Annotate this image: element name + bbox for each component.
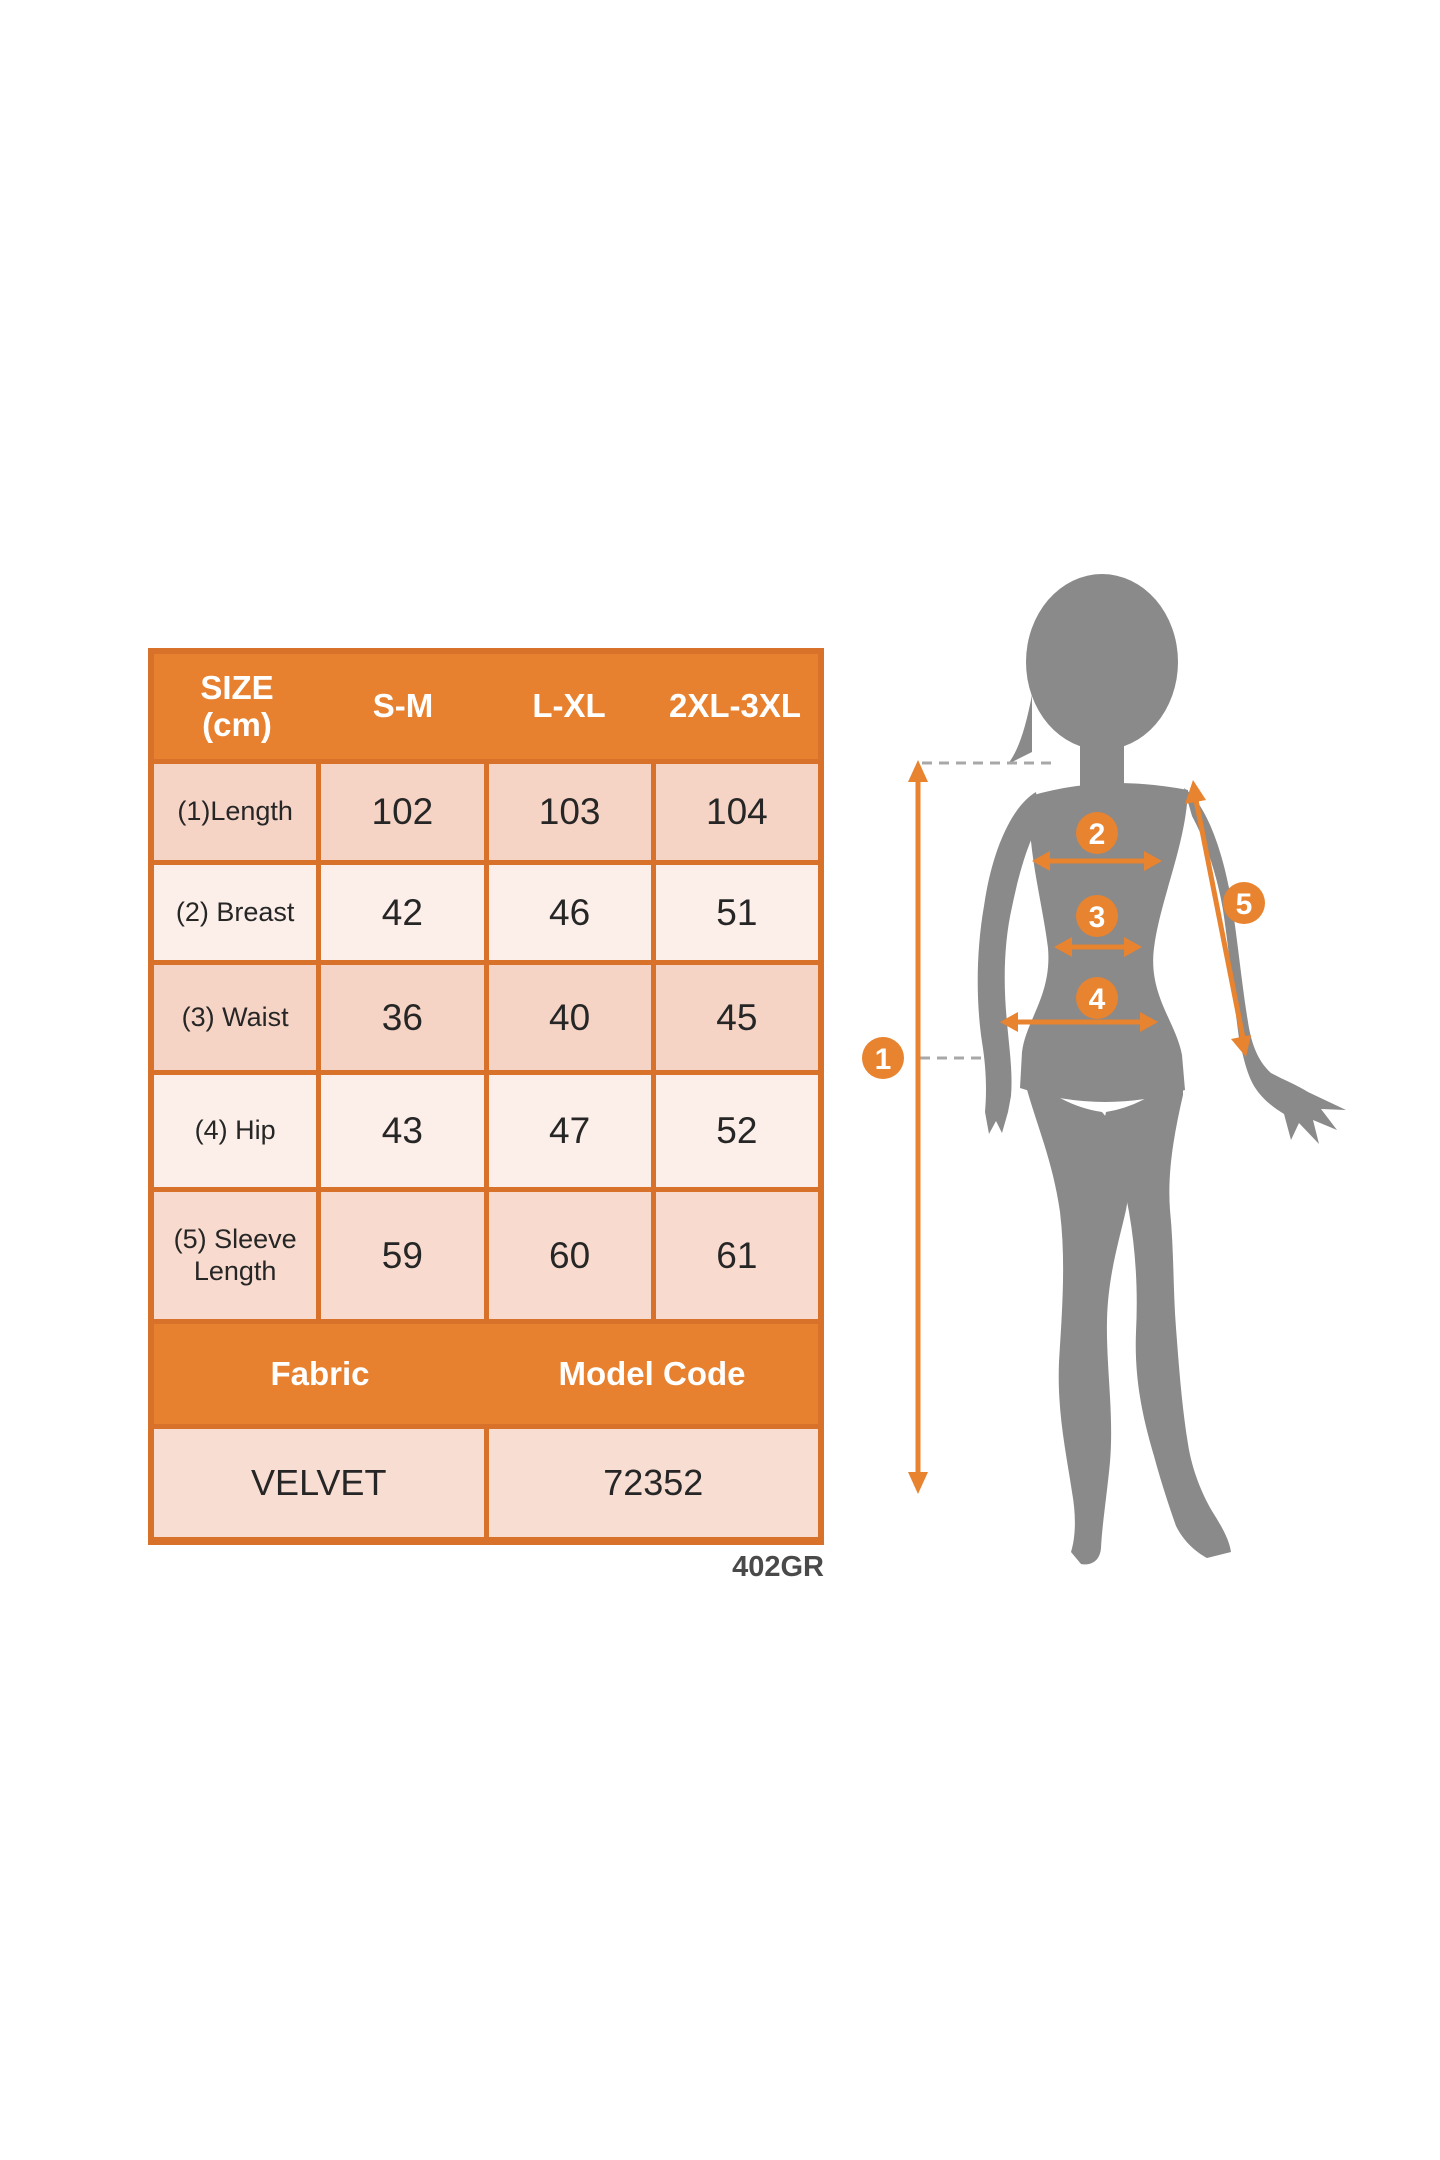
svg-text:4: 4 <box>1089 983 1106 1016</box>
svg-text:2: 2 <box>1089 818 1106 851</box>
table-footer-header-row: Fabric Model Code <box>154 1324 818 1424</box>
header-cell-lxl: L-XL <box>532 687 606 725</box>
row-breast-value-lxl: 46 <box>488 865 651 960</box>
measurement-line-sleeve <box>1185 780 1251 1057</box>
fabric-value: VELVET <box>154 1429 484 1537</box>
model-code-value: 72352 <box>488 1429 818 1537</box>
woman-silhouette-icon <box>977 574 1346 1565</box>
svg-text:3: 3 <box>1089 901 1106 934</box>
row-length-value-2xl3xl: 104 <box>655 764 818 860</box>
row-waist-value-sm: 36 <box>321 965 484 1070</box>
measurement-circle-4: 4 <box>1076 977 1118 1019</box>
svg-text:1: 1 <box>875 1043 892 1076</box>
measurement-line-length <box>908 760 928 1494</box>
row-sleeve-value-lxl: 60 <box>488 1192 651 1319</box>
body-measurement-figure: 1 2 3 4 5 <box>840 550 1400 1580</box>
measurement-line-breast <box>1032 851 1162 871</box>
row-waist-value-lxl: 40 <box>488 965 651 1070</box>
row-length-label: (1)Length <box>154 764 317 860</box>
row-sleeve-value-sm: 59 <box>321 1192 484 1319</box>
measurement-figure-svg: 1 2 3 4 5 <box>862 574 1346 1565</box>
row-length-value-lxl: 103 <box>488 764 651 860</box>
row-breast-value-2xl3xl: 51 <box>655 865 818 960</box>
row-length-value-sm: 102 <box>321 764 484 860</box>
header-size-label: SIZE (cm) <box>200 668 274 743</box>
svg-text:5: 5 <box>1236 888 1253 921</box>
row-hip-label: (4) Hip <box>154 1075 317 1187</box>
header-cell-size: SIZE (cm) <box>154 668 320 744</box>
model-code-header: Model Code <box>558 1354 746 1392</box>
row-sleeve-value-2xl3xl: 61 <box>655 1192 818 1319</box>
size-chart-table: SIZE (cm) S-M L-XL 2XL-3XL (1)Length 102… <box>148 648 824 1545</box>
row-hip-value-sm: 43 <box>321 1075 484 1187</box>
row-waist-value-2xl3xl: 45 <box>655 965 818 1070</box>
fabric-header: Fabric <box>270 1354 370 1392</box>
row-breast-label: (2) Breast <box>154 865 317 960</box>
measurement-line-waist <box>1054 937 1142 957</box>
measurement-circle-3: 3 <box>1076 895 1118 937</box>
row-hip-value-lxl: 47 <box>488 1075 651 1187</box>
measurement-circle-2: 2 <box>1076 812 1118 854</box>
table-header-row: SIZE (cm) S-M L-XL 2XL-3XL <box>154 654 818 759</box>
measurement-circle-1: 1 <box>862 1037 904 1079</box>
row-waist-label: (3) Waist <box>154 965 317 1070</box>
header-cell-sm: S-M <box>372 687 434 725</box>
header-cell-2xl3xl: 2XL-3XL <box>668 687 802 725</box>
product-code-note: 402GR <box>732 1551 824 1583</box>
measurement-line-hip <box>1000 1012 1158 1032</box>
row-breast-value-sm: 42 <box>321 865 484 960</box>
row-hip-value-2xl3xl: 52 <box>655 1075 818 1187</box>
row-sleeve-label: (5) Sleeve Length <box>154 1192 317 1319</box>
measurement-circle-5: 5 <box>1223 882 1265 924</box>
